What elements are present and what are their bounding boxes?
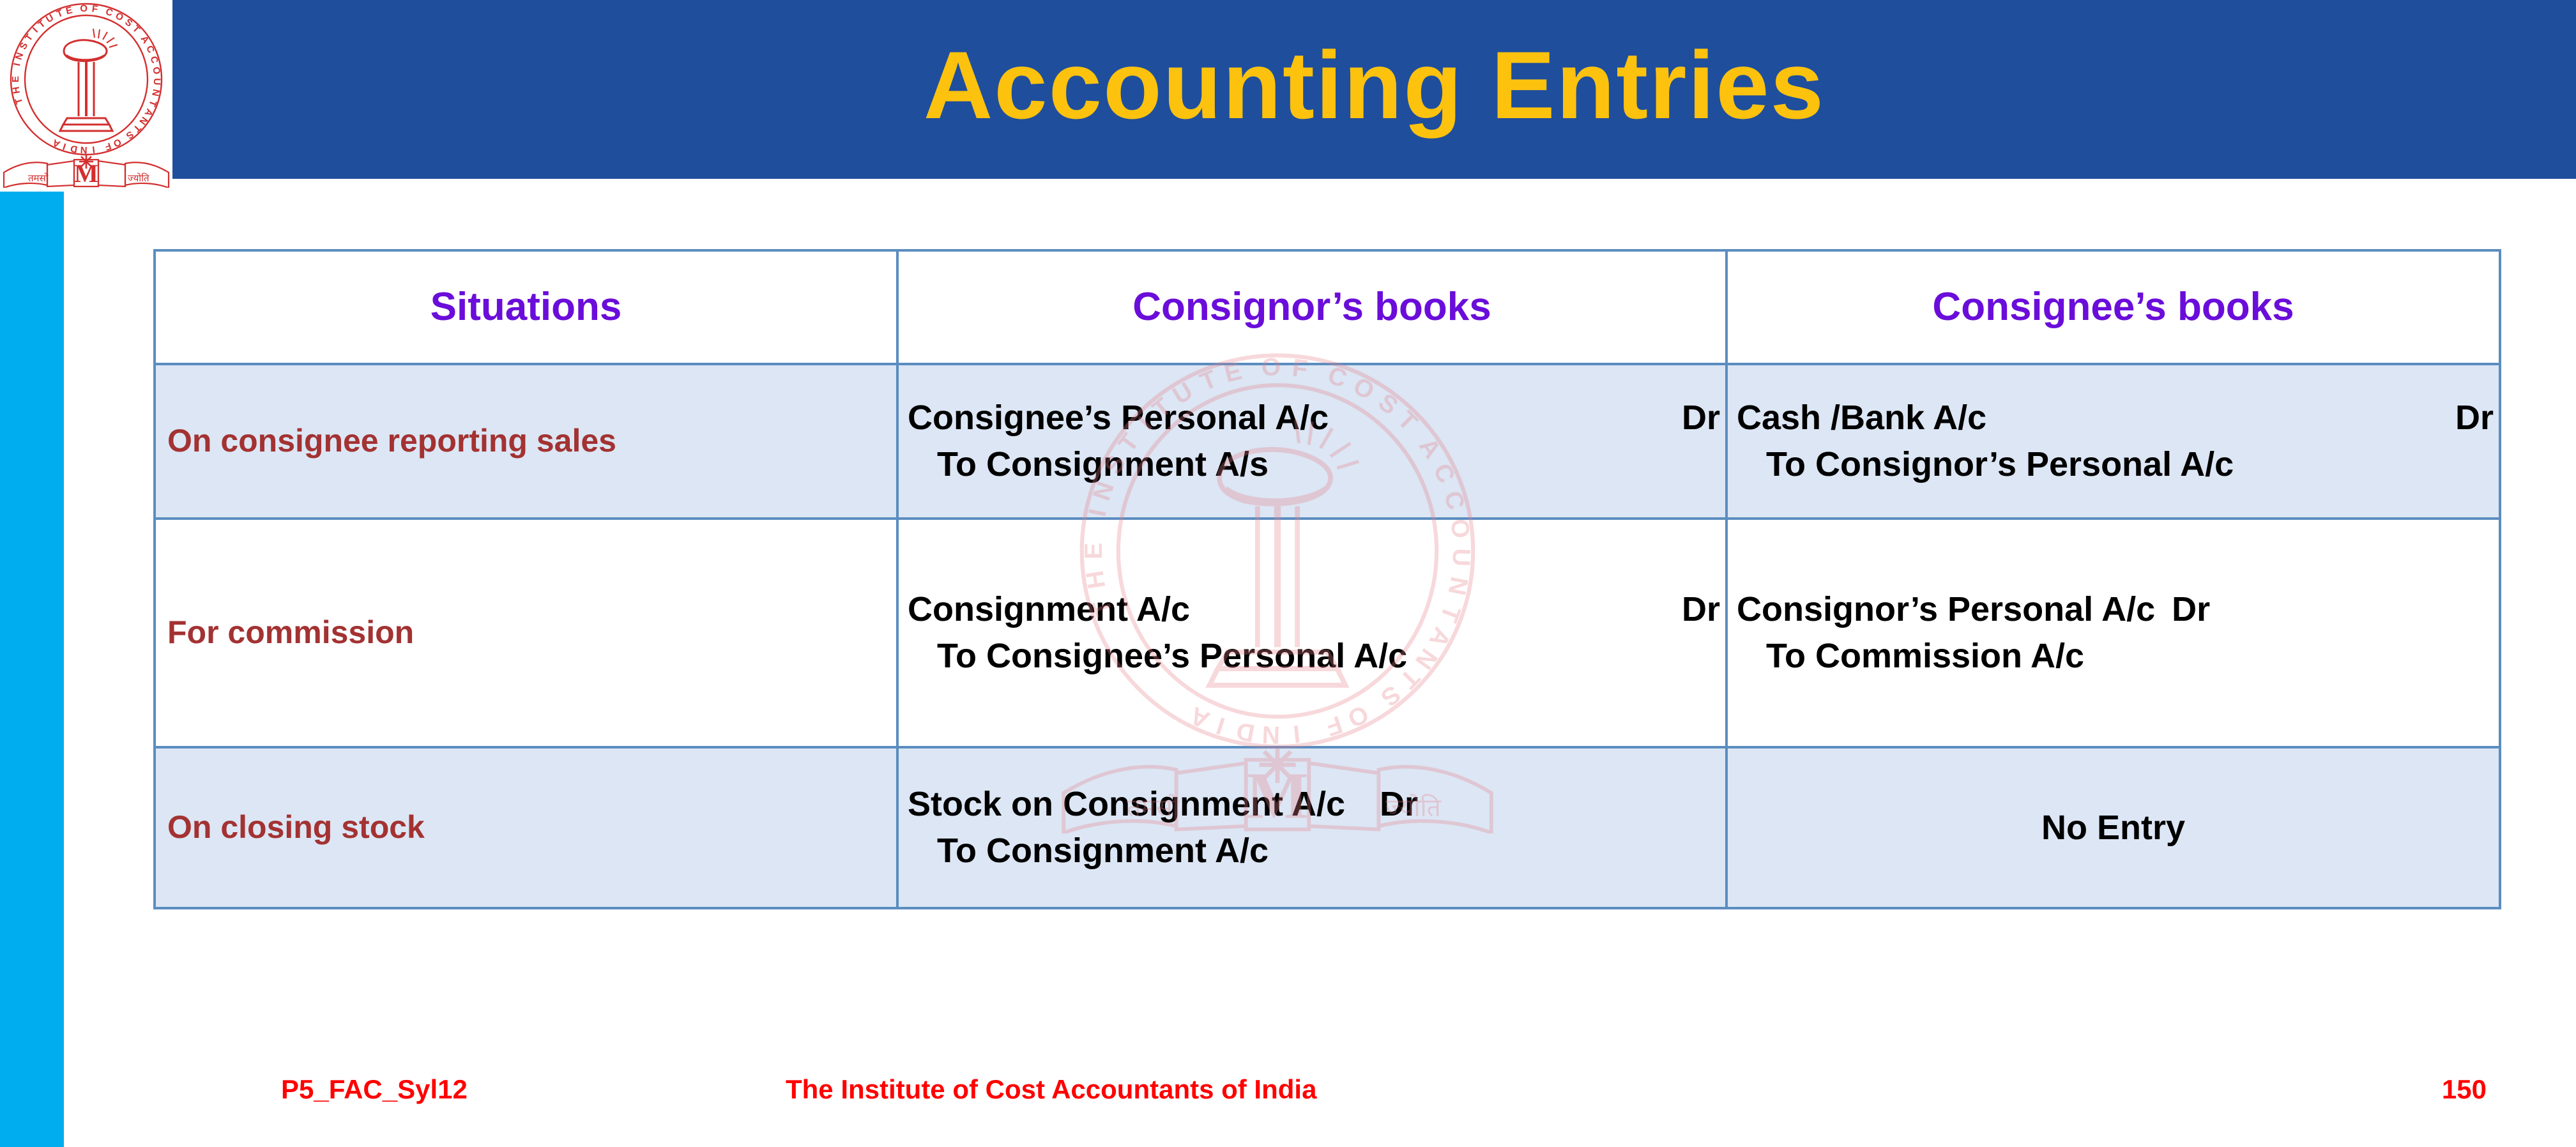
svg-text:C: C bbox=[148, 55, 160, 65]
svg-text:T: T bbox=[13, 96, 25, 105]
debit-account: Cash /Bank A/c bbox=[1737, 399, 1987, 437]
svg-text:A: A bbox=[51, 137, 62, 149]
column-header-consignee-books: Consignee’s books bbox=[1725, 249, 2501, 365]
column-header-situations-label: Situations bbox=[430, 284, 622, 329]
consignee-entry-cell: Cash /Bank A/c Dr To Consignor’s Persona… bbox=[1725, 363, 2501, 520]
debit-account: Consignment A/c bbox=[908, 590, 1191, 629]
svg-text:O: O bbox=[151, 66, 162, 75]
journal-entry: Consignment A/c Dr To Consignee’s Person… bbox=[899, 586, 1725, 680]
journal-credit-line: To Consignment A/c bbox=[937, 832, 1269, 870]
svg-text:U: U bbox=[151, 78, 162, 85]
svg-text:T: T bbox=[130, 24, 142, 36]
svg-text:N: N bbox=[149, 88, 162, 97]
svg-text:ज्योति: ज्योति bbox=[128, 172, 149, 184]
column-header-consignor-books: Consignor’s books bbox=[896, 249, 1728, 365]
svg-text:T: T bbox=[36, 19, 48, 31]
side-accent-bar bbox=[0, 192, 64, 1147]
situation-label: On consignee reporting sales bbox=[167, 423, 616, 459]
svg-text:C: C bbox=[144, 44, 156, 55]
svg-text:M: M bbox=[74, 159, 98, 188]
journal-debit-line: Consignment A/c Dr bbox=[908, 586, 1720, 633]
svg-text:H: H bbox=[11, 86, 22, 95]
accounting-entries-table: Situations Consignor’s books Consignee’s… bbox=[153, 249, 2501, 909]
journal-entry: Consignor’s Personal A/c Dr To Commissio… bbox=[1728, 586, 2499, 680]
consignee-entry-cell: Consignor’s Personal A/c Dr To Commissio… bbox=[1725, 517, 2501, 748]
table-row: For commission Consignment A/c Dr To Con… bbox=[153, 517, 2501, 748]
svg-text:S: S bbox=[124, 128, 135, 141]
consignor-entry-cell: Stock on Consignment A/c Dr To Consignme… bbox=[896, 746, 1728, 909]
svg-text:तमसो: तमसो bbox=[28, 172, 49, 184]
svg-text:S: S bbox=[123, 17, 134, 29]
column-header-consignor-books-label: Consignor’s books bbox=[1132, 284, 1491, 329]
journal-debit-line: Consignee’s Personal A/c Dr bbox=[908, 395, 1720, 441]
consignee-entry-cell: No Entry bbox=[1725, 746, 2501, 909]
journal-debit-line: Consignor’s Personal A/c Dr bbox=[1737, 586, 2494, 633]
situation-cell: On closing stock bbox=[153, 746, 899, 909]
column-header-situations: Situations bbox=[153, 249, 899, 365]
table-row: On consignee reporting sales Consignee’s… bbox=[153, 363, 2501, 520]
svg-text:F: F bbox=[91, 3, 98, 15]
table-header-row: Situations Consignor’s books Consignee’s… bbox=[153, 249, 2501, 365]
debit-account: Consignee’s Personal A/c bbox=[908, 399, 1329, 437]
svg-text:F: F bbox=[103, 141, 112, 153]
consignor-entry-cell: Consignee’s Personal A/c Dr To Consignme… bbox=[896, 363, 1728, 520]
journal-credit-line: To Consignee’s Personal A/c bbox=[937, 637, 1408, 675]
svg-text:O: O bbox=[80, 3, 88, 14]
debit-account: Stock on Consignment A/c bbox=[908, 785, 1346, 824]
journal-credit-line: To Commission A/c bbox=[1766, 637, 2085, 675]
journal-debit-line: Cash /Bank A/c Dr bbox=[1737, 395, 2494, 441]
journal-entry: Cash /Bank A/c Dr To Consignor’s Persona… bbox=[1728, 395, 2499, 488]
svg-text:N: N bbox=[80, 144, 87, 155]
footer-page-number: 150 bbox=[2441, 1074, 2487, 1104]
svg-text:I: I bbox=[92, 144, 96, 155]
svg-text:I: I bbox=[61, 141, 67, 151]
svg-text:T: T bbox=[55, 8, 65, 20]
header-banner: Accounting Entries bbox=[172, 0, 2576, 179]
svg-text:C: C bbox=[104, 6, 114, 19]
svg-text:T: T bbox=[146, 99, 158, 108]
footer-course-code: P5_FAC_Syl12 bbox=[281, 1074, 468, 1104]
debit-marker: Dr bbox=[2172, 590, 2211, 629]
debit-account: Consignor’s Personal A/c bbox=[1737, 590, 2156, 629]
svg-text:N: N bbox=[13, 51, 26, 61]
situation-cell: On consignee reporting sales bbox=[153, 363, 899, 520]
journal-entry: Consignee’s Personal A/c Dr To Consignme… bbox=[899, 395, 1725, 488]
journal-entry: Stock on Consignment A/c Dr To Consignme… bbox=[899, 781, 1725, 874]
svg-text:T: T bbox=[131, 123, 143, 134]
journal-credit-line: To Consignment A/s bbox=[937, 445, 1269, 483]
svg-text:I: I bbox=[31, 26, 40, 35]
consignor-entry-cell: Consignment A/c Dr To Consignee’s Person… bbox=[896, 517, 1728, 748]
debit-marker: Dr bbox=[2455, 399, 2494, 437]
page-title: Accounting Entries bbox=[923, 31, 1825, 139]
svg-text:O: O bbox=[114, 10, 126, 24]
svg-text:E: E bbox=[10, 76, 21, 82]
journal-debit-line: Stock on Consignment A/c Dr bbox=[908, 781, 1720, 828]
footer: P5_FAC_Syl12 The Institute of Cost Accou… bbox=[0, 1068, 2576, 1125]
situation-cell: For commission bbox=[153, 517, 899, 748]
debit-marker: Dr bbox=[1681, 399, 1720, 437]
svg-text:N: N bbox=[137, 115, 149, 127]
svg-text:S: S bbox=[18, 41, 31, 52]
svg-text:A: A bbox=[139, 34, 151, 46]
journal-credit-line: To Consignor’s Personal A/c bbox=[1766, 445, 2234, 483]
situation-label: On closing stock bbox=[167, 809, 425, 846]
svg-text:U: U bbox=[44, 12, 56, 25]
svg-text:T: T bbox=[23, 32, 35, 43]
no-entry-note: No Entry bbox=[2041, 809, 2186, 847]
svg-text:O: O bbox=[111, 136, 123, 149]
debit-marker: Dr bbox=[1380, 785, 1419, 824]
svg-text:E: E bbox=[65, 4, 73, 17]
svg-text:I: I bbox=[11, 62, 22, 67]
situation-label: For commission bbox=[167, 614, 415, 651]
svg-text:D: D bbox=[70, 142, 79, 155]
footer-institute-name: The Institute of Cost Accountants of Ind… bbox=[786, 1074, 1317, 1104]
institute-logo: M तमसो ज्योति T H E I N S T I T U T E O … bbox=[3, 1, 170, 189]
column-header-consignee-books-label: Consignee’s books bbox=[1932, 284, 2294, 329]
table-row: On closing stock Stock on Consignment A/… bbox=[153, 746, 2501, 909]
debit-marker: Dr bbox=[1681, 590, 1720, 629]
